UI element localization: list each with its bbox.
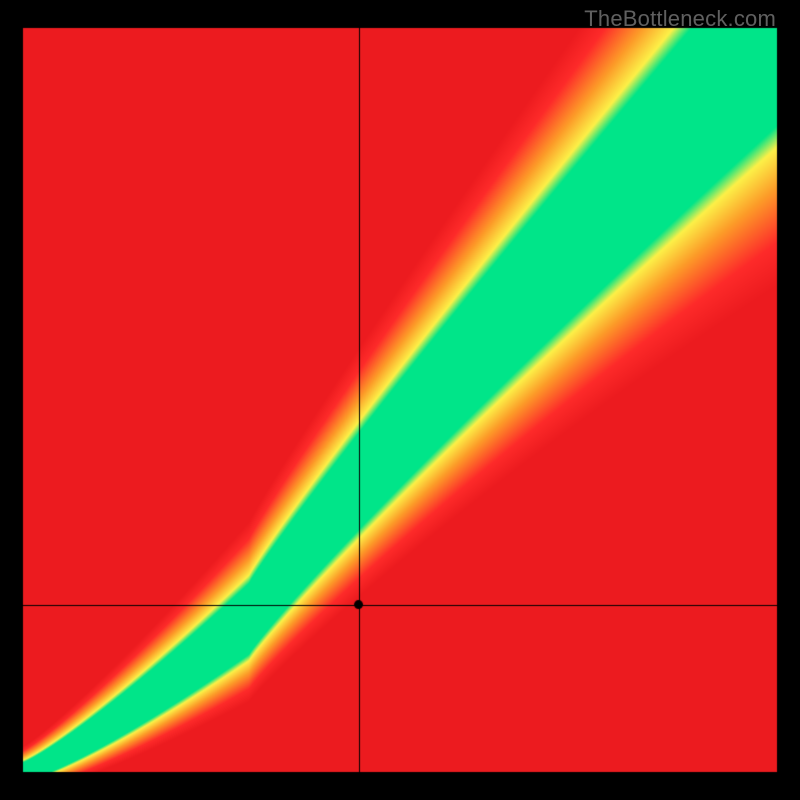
heatmap-canvas [0, 0, 800, 800]
chart-container: TheBottleneck.com [0, 0, 800, 800]
watermark-text: TheBottleneck.com [584, 6, 776, 32]
